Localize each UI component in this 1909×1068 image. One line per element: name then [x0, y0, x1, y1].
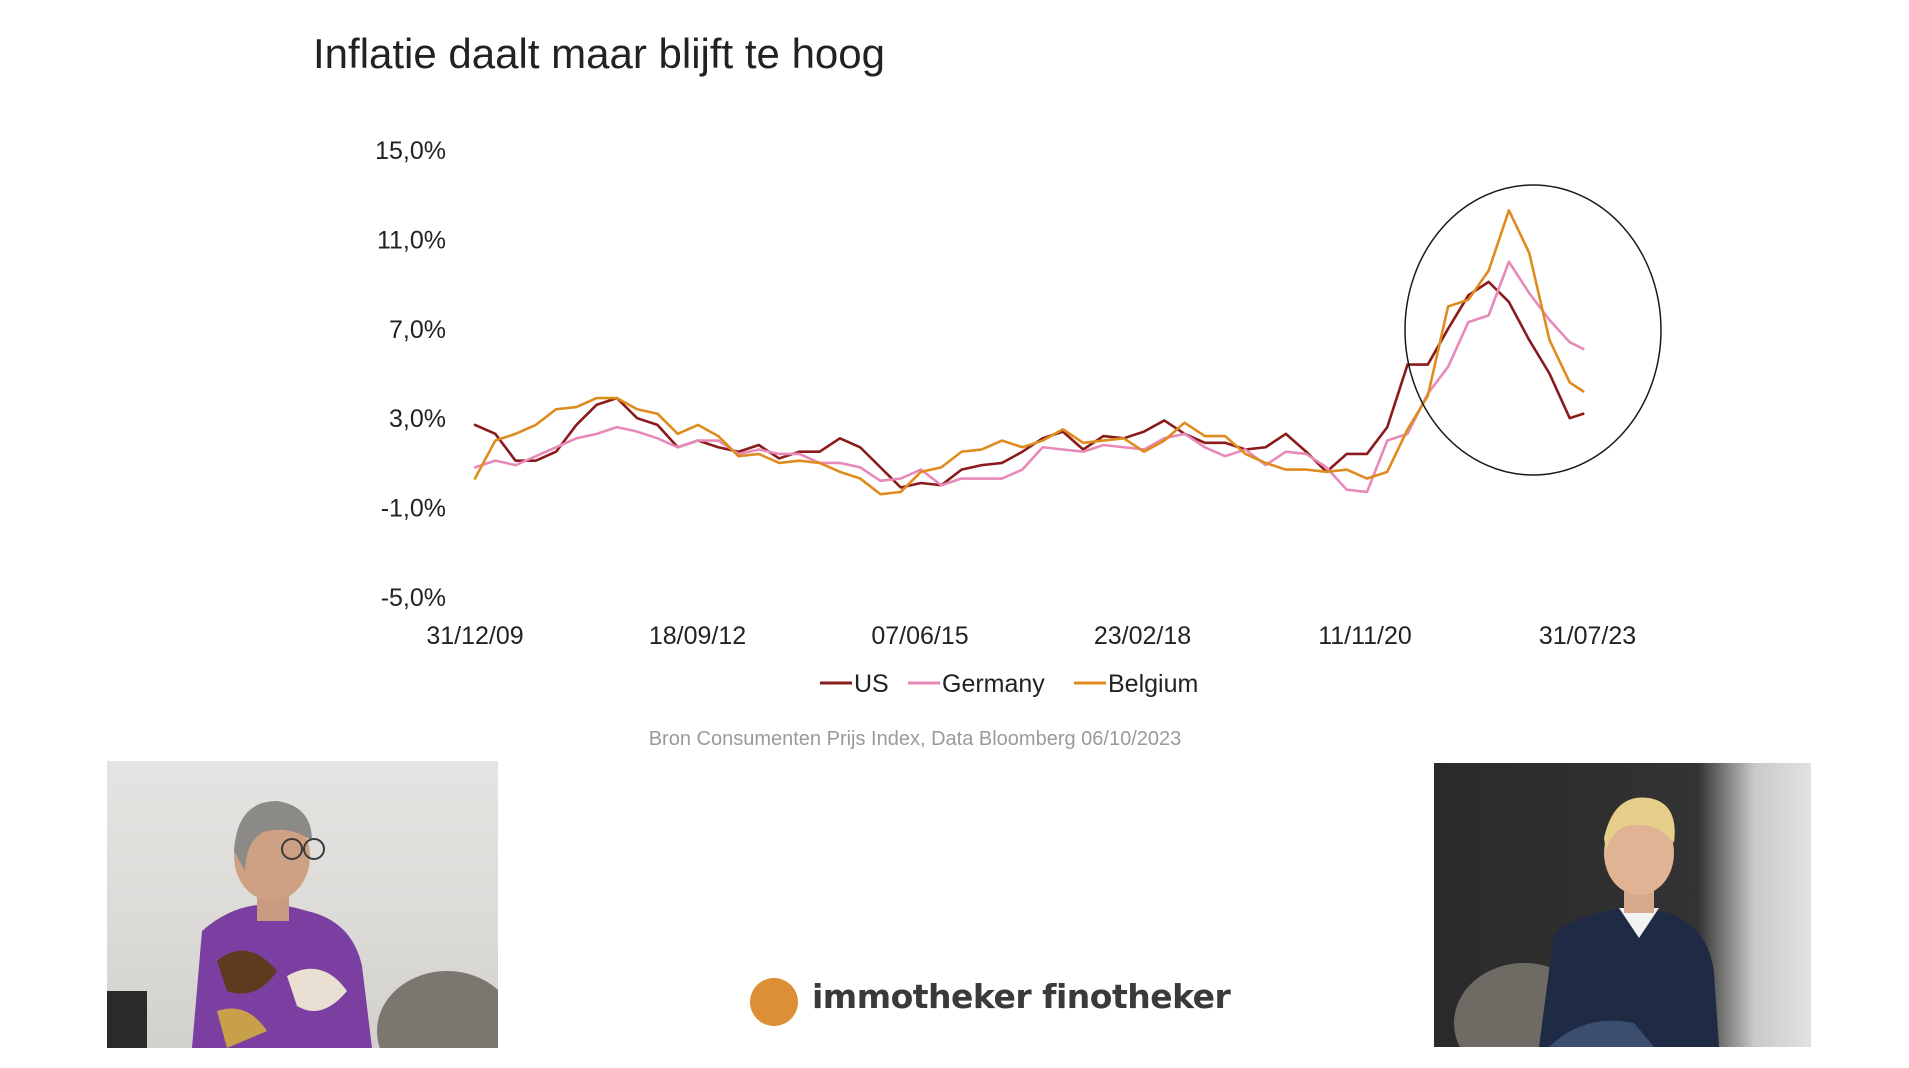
brand-logo: immotheker finotheker [730, 958, 1231, 1044]
x-axis-ticks: 31/12/09 18/09/12 07/06/15 23/02/18 11/11/20… [426, 622, 1636, 650]
y-axis-ticks: 15,0% 11,0% 7,0% 3,0% -1,0% -5,0% [375, 137, 446, 612]
x-tick-label: 07/06/15 [871, 622, 968, 650]
series-line-belgium [473, 209, 1585, 496]
inflation-line-chart: 15,0% 11,0% 7,0% 3,0% -1,0% -5,0% 31/12/09 18/… [375, 137, 1662, 698]
x-tick-label: 31/07/23 [1539, 622, 1636, 650]
legend-label-us: US [854, 670, 889, 698]
y-tick-label: -5,0% [381, 584, 446, 612]
y-tick-label: -1,0% [381, 495, 446, 523]
brand-dot-icon [750, 978, 798, 1026]
series-lines [473, 209, 1585, 496]
y-tick-label: 3,0% [389, 405, 446, 433]
y-tick-label: 11,0% [377, 226, 446, 254]
brand-name: immotheker finotheker [812, 977, 1231, 1016]
peak-highlight-circle [1404, 184, 1662, 476]
chart-legend: US Germany Belgium [820, 670, 1198, 698]
series-line-germany [473, 260, 1585, 494]
x-tick-label: 11/11/20 [1318, 622, 1412, 650]
legend-label-belgium: Belgium [1108, 670, 1198, 698]
y-tick-label: 7,0% [389, 316, 446, 344]
x-tick-label: 18/09/12 [649, 622, 746, 650]
y-tick-label: 15,0% [375, 137, 446, 165]
video-feed-right [1434, 763, 1811, 1047]
legend-label-germany: Germany [942, 670, 1045, 698]
x-tick-label: 31/12/09 [426, 622, 523, 650]
video-feed-left [107, 761, 498, 1048]
source-note: Bron Consumenten Prijs Index, Data Bloom… [648, 728, 1182, 750]
series-line-us [473, 280, 1585, 489]
x-tick-label: 23/02/18 [1094, 622, 1191, 650]
chart-title: Inflatie daalt maar blijft te hoog [313, 30, 886, 77]
